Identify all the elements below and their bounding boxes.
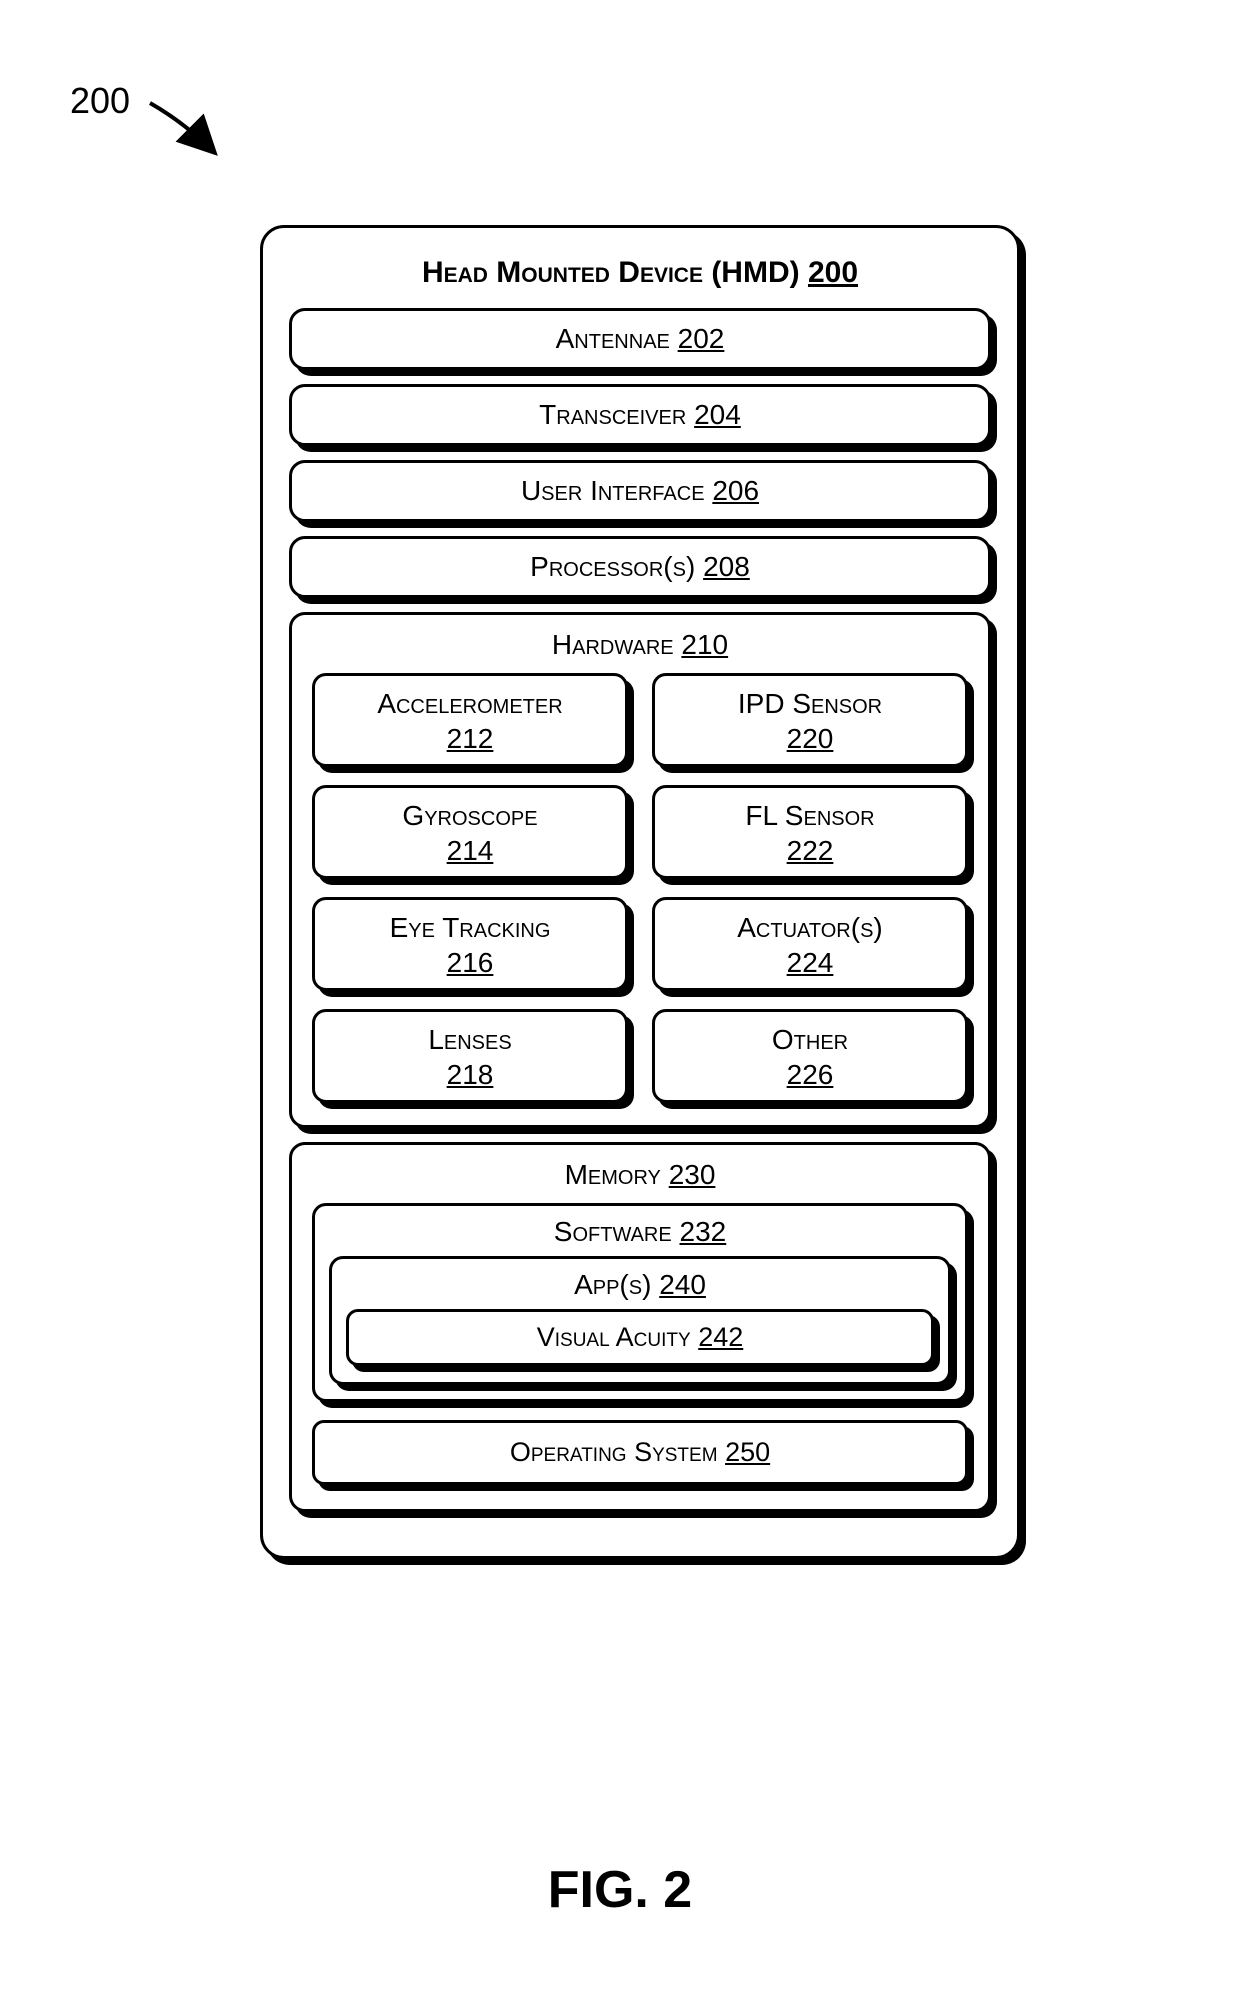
actuators-ref: 224 bbox=[659, 945, 961, 980]
figure-caption: FIG. 2 bbox=[0, 1860, 1240, 1920]
software-title-text: Software bbox=[554, 1216, 672, 1247]
eye-tracking-box: Eye Tracking 216 bbox=[312, 897, 628, 991]
eye-tracking-label: Eye Tracking bbox=[390, 912, 551, 943]
accelerometer-label: Accelerometer bbox=[377, 688, 562, 719]
lenses-label: Lenses bbox=[428, 1024, 511, 1055]
hmd-title-ref: 200 bbox=[808, 256, 858, 289]
hmd-title-text: Head Mounted Device (HMD) bbox=[422, 256, 800, 289]
hardware-grid: Accelerometer 212 IPD Sensor 220 Gyrosco… bbox=[304, 673, 976, 1107]
user-interface-box: User Interface 206 bbox=[289, 460, 991, 522]
other-label: Other bbox=[772, 1024, 848, 1055]
apps-section: App(s) 240 Visual Acuity 242 bbox=[329, 1256, 951, 1385]
ipd-sensor-ref: 220 bbox=[659, 721, 961, 756]
arrow-icon bbox=[145, 98, 235, 168]
lenses-ref: 218 bbox=[319, 1057, 621, 1092]
visual-acuity-label: Visual Acuity bbox=[537, 1322, 691, 1352]
antennae-box: Antennae 202 bbox=[289, 308, 991, 370]
software-section: Software 232 App(s) 240 Visual Acuity 24… bbox=[312, 1203, 968, 1402]
operating-system-ref: 250 bbox=[725, 1437, 770, 1467]
fl-sensor-box: FL Sensor 222 bbox=[652, 785, 968, 879]
transceiver-label: Transceiver bbox=[539, 399, 686, 430]
user-interface-ref: 206 bbox=[712, 475, 759, 506]
hmd-title: Head Mounted Device (HMD) 200 bbox=[283, 256, 997, 290]
lenses-box: Lenses 218 bbox=[312, 1009, 628, 1103]
transceiver-ref: 204 bbox=[694, 399, 741, 430]
hardware-title: Hardware 210 bbox=[304, 629, 976, 661]
gyroscope-label: Gyroscope bbox=[402, 800, 537, 831]
apps-title-text: App(s) bbox=[574, 1269, 651, 1300]
gyroscope-ref: 214 bbox=[319, 833, 621, 868]
user-interface-label: User Interface bbox=[521, 475, 705, 506]
figure-ref-pointer: 200 bbox=[70, 80, 130, 122]
fl-sensor-label: FL Sensor bbox=[745, 800, 874, 831]
transceiver-box: Transceiver 204 bbox=[289, 384, 991, 446]
other-ref: 226 bbox=[659, 1057, 961, 1092]
processors-box: Processor(s) 208 bbox=[289, 536, 991, 598]
figure-ref-number: 200 bbox=[70, 80, 130, 121]
operating-system-label: Operating System bbox=[510, 1437, 718, 1467]
processors-ref: 208 bbox=[703, 551, 750, 582]
operating-system-box: Operating System 250 bbox=[312, 1420, 968, 1485]
software-title: Software 232 bbox=[325, 1216, 955, 1248]
antennae-label: Antennae bbox=[556, 323, 670, 354]
other-box: Other 226 bbox=[652, 1009, 968, 1103]
gyroscope-box: Gyroscope 214 bbox=[312, 785, 628, 879]
eye-tracking-ref: 216 bbox=[319, 945, 621, 980]
ipd-sensor-label: IPD Sensor bbox=[738, 688, 882, 719]
processors-label: Processor(s) bbox=[530, 551, 695, 582]
antennae-ref: 202 bbox=[678, 323, 725, 354]
apps-title: App(s) 240 bbox=[342, 1269, 938, 1301]
actuators-box: Actuator(s) 224 bbox=[652, 897, 968, 991]
memory-title-text: Memory bbox=[565, 1159, 661, 1190]
accelerometer-ref: 212 bbox=[319, 721, 621, 756]
accelerometer-box: Accelerometer 212 bbox=[312, 673, 628, 767]
ipd-sensor-box: IPD Sensor 220 bbox=[652, 673, 968, 767]
memory-section: Memory 230 Software 232 App(s) 240 Visua… bbox=[289, 1142, 991, 1512]
hmd-container: Head Mounted Device (HMD) 200 Antennae 2… bbox=[260, 225, 1020, 1559]
memory-title-ref: 230 bbox=[669, 1159, 716, 1190]
visual-acuity-box: Visual Acuity 242 bbox=[346, 1309, 934, 1366]
memory-title: Memory 230 bbox=[304, 1159, 976, 1191]
visual-acuity-ref: 242 bbox=[698, 1322, 743, 1352]
hardware-title-text: Hardware bbox=[552, 629, 674, 660]
software-title-ref: 232 bbox=[680, 1216, 727, 1247]
apps-title-ref: 240 bbox=[659, 1269, 706, 1300]
hardware-section: Hardware 210 Accelerometer 212 IPD Senso… bbox=[289, 612, 991, 1128]
actuators-label: Actuator(s) bbox=[737, 912, 882, 943]
hardware-title-ref: 210 bbox=[681, 629, 728, 660]
fl-sensor-ref: 222 bbox=[659, 833, 961, 868]
